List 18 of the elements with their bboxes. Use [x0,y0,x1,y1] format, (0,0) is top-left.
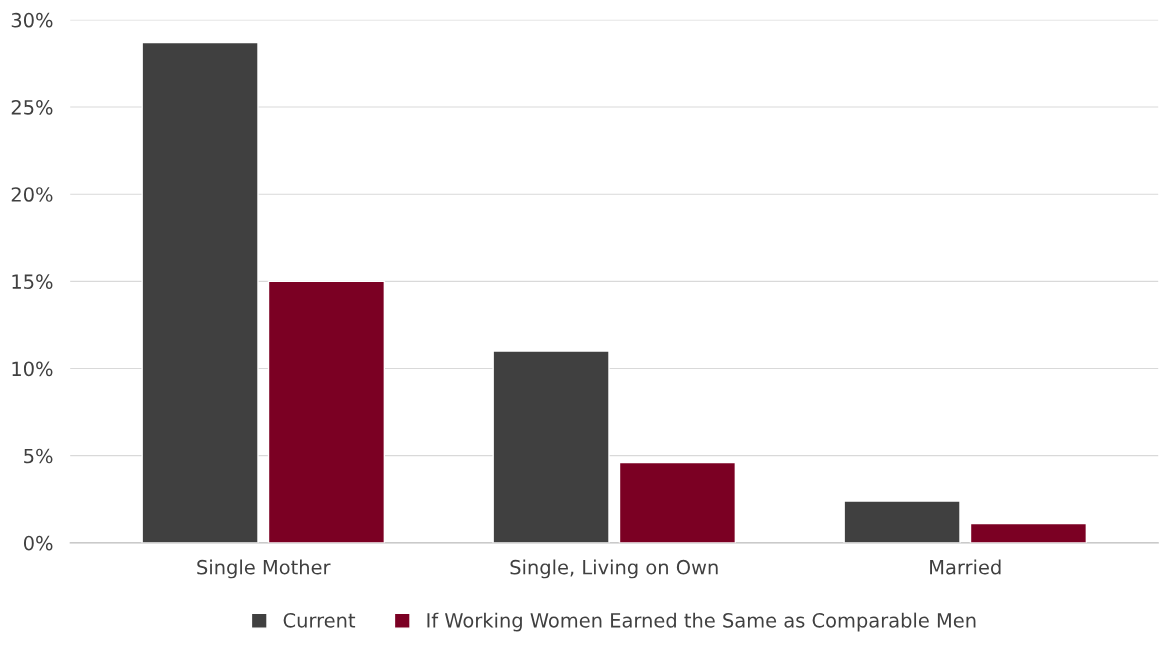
y-tick-label: 30% [11,12,53,28]
y-tick-label: 5% [24,448,53,464]
legend-label: Current [283,612,356,628]
bar [618,461,737,543]
y-tick-label: 25% [11,99,53,115]
bar [141,41,259,543]
y-tick-label: 0% [23,535,53,551]
bar [492,350,610,543]
bar [267,280,386,543]
y-tick-label: 15% [12,274,53,290]
x-tick-label: Single Mother [197,559,331,579]
y-tick-label: 20% [11,187,53,202]
legend-label: If Working Women Earned the Same as Comparable Men [427,612,976,632]
bar [969,522,1088,543]
x-tick-label: Single, Living on Own [510,559,718,579]
bar [843,500,961,543]
x-tick-label: Married [930,559,1001,575]
y-tick-label: 10% [12,361,53,377]
